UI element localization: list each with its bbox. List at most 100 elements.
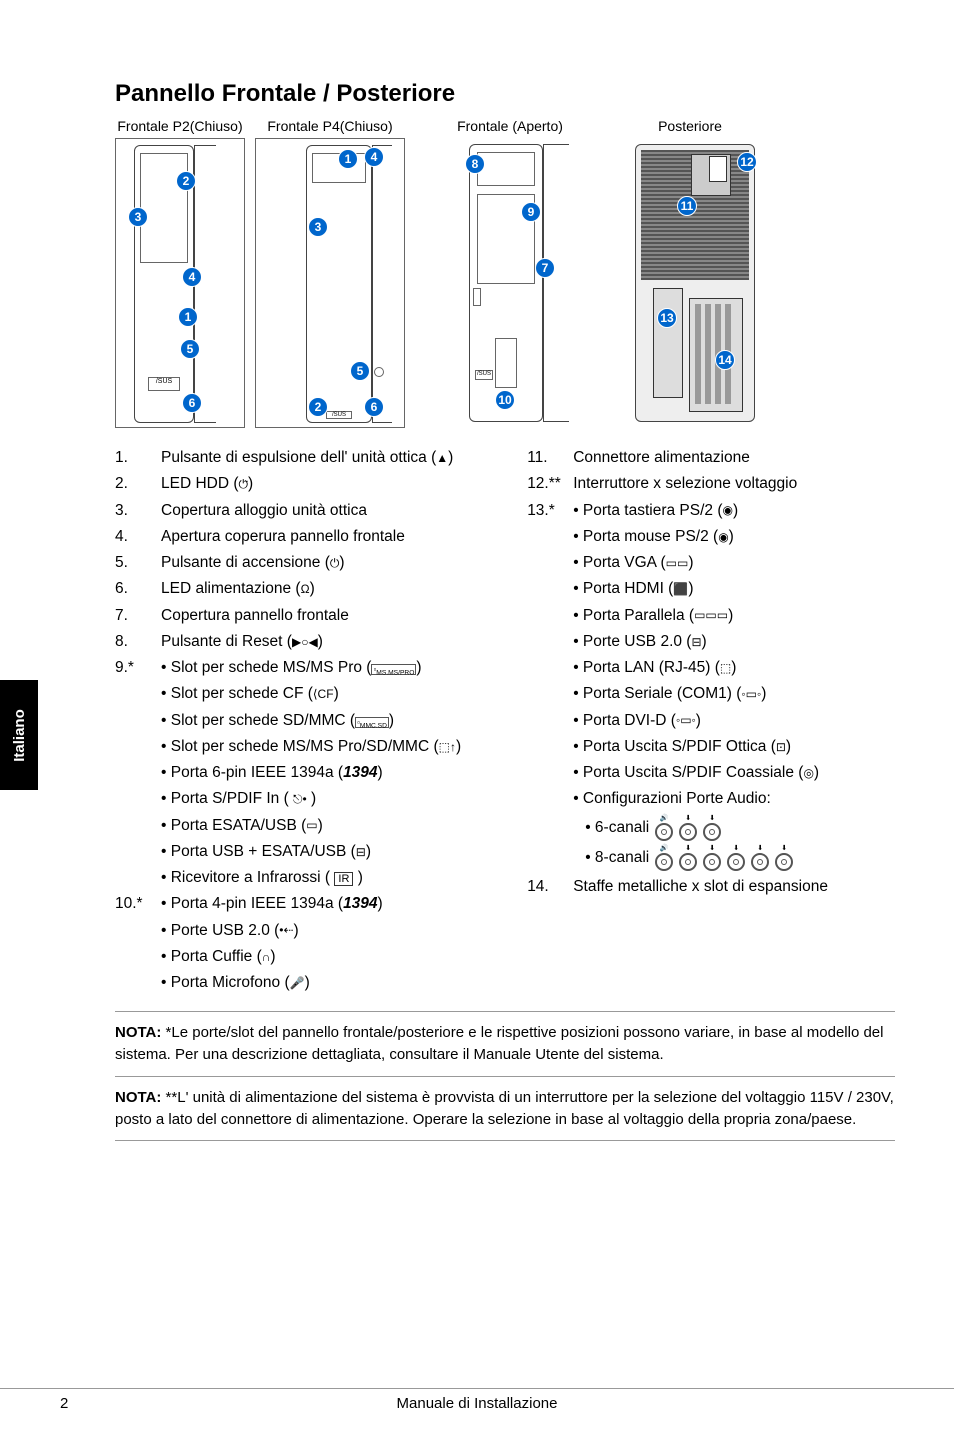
list-sub-item: • Porta VGA (▭▭) [527,551,895,574]
list-sub-item: • Ricevitore a Infrarossi ( IR ) [115,866,501,889]
audio-8-channel: • 8-canali 🔊 ⬇ ⬇ ⬇ ⬇ ⬇ [527,845,895,871]
item-number: 12.** [527,472,561,495]
list-item: 13.* • Porta tastiera PS/2 (◉) [527,499,895,522]
list-item: 11.Connettore alimentazione [527,446,895,469]
item-text: Interruttore x selezione voltaggio [573,472,895,495]
item-text: Copertura pannello frontale [161,604,501,627]
item-number: 10.* [115,892,149,915]
list-sub-item: • Porte USB 2.0 (•⇠) [115,919,501,942]
item-text: • Porta tastiera PS/2 (◉) [573,499,895,522]
callout-dot: 1 [338,149,358,169]
list-sub-item: • Slot per schede MS/MS Pro/SD/MMC (⬚↑) [115,735,501,758]
list-item: 2. LED HDD (⏻̈) [115,472,501,495]
callout-dot: 10 [495,390,515,410]
list-item: 10.* • Porta 4-pin IEEE 1394a (1394) [115,892,501,915]
diagram-front-open: Frontale (Aperto) /SUS 8 9 7 10 [435,118,585,428]
list-sub-item: • Porta S/PDIF In ( ⎋• ) [115,787,501,810]
diagram-row: Frontale P2(Chiuso) /SUS 2 3 4 1 5 6 Fro… [115,118,895,428]
diagram-rear: Posteriore 12 11 13 14 [615,118,765,428]
diagram-box: /SUS 8 9 7 10 [435,138,585,428]
callout-dot: 5 [180,339,200,359]
callout-dot: 2 [308,397,328,417]
callout-dot: 2 [176,171,196,191]
item-number: 5. [115,551,149,574]
item-number: 8. [115,630,149,653]
list-sub-item: • Slot per schede CF (⟨CF) [115,682,501,705]
list-item: 8.Pulsante di Reset (▶○◀) [115,630,501,653]
callout-dot: 11 [677,196,697,216]
item-text: Pulsante di accensione (⏻) [161,551,501,574]
diagram-box: /SUS 1 4 3 5 2 6 [255,138,405,428]
page-content: Pannello Frontale / Posteriore Frontale … [115,80,895,1141]
item-text: Apertura coperura pannello frontale [161,525,501,548]
list-item: 14. Staffe metalliche x slot di espansio… [527,875,895,898]
list-sub-item: • Porta ESATA/USB (▭) [115,814,501,837]
item-text: LED HDD (⏻̈) [161,472,501,495]
diagram-label: Posteriore [658,118,722,134]
callout-dot: 13 [657,308,677,328]
item-text: LED alimentazione (Ω) [161,577,501,600]
list-sub-item: • Porta Seriale (COM1) (◦▭◦) [527,682,895,705]
audio-6-channel: • 6-canali 🔊 ⬇ ⬇ [527,815,895,841]
list-sub-item: • Configurazioni Porte Audio: [527,787,895,810]
callout-dot: 5 [350,361,370,381]
diagram-box: 12 11 13 14 [615,138,765,428]
item-number: 7. [115,604,149,627]
callout-dot: 9 [521,202,541,222]
diagram-label: Frontale P4(Chiuso) [267,118,392,134]
list-sub-item: • Porta DVI-D (◦▭◦) [527,709,895,732]
callout-dot: 3 [128,207,148,227]
list-item: 3.Copertura alloggio unità ottica [115,499,501,522]
diagram-front-p4: Frontale P4(Chiuso) /SUS 1 4 3 5 2 6 [255,118,405,428]
list-sub-item: • Porta LAN (RJ-45) (⬚) [527,656,895,679]
item-number: 13.* [527,499,561,522]
right-column: 11.Connettore alimentazione 12.** Interrut… [527,446,895,997]
callout-dot: 1 [178,307,198,327]
item-number: 4. [115,525,149,548]
list-sub-item: • Porta Uscita S/PDIF Ottica (⊡) [527,735,895,758]
item-text: Pulsante di espulsione dell' unità ottic… [161,446,501,469]
list-item: 12.** Interruttore x selezione voltaggio [527,472,895,495]
callout-dot: 6 [364,397,384,417]
list-sub-item: • Porta Uscita S/PDIF Coassiale (◎) [527,761,895,784]
item-text: Copertura alloggio unità ottica [161,499,501,522]
callout-dot: 8 [465,154,485,174]
diagram-label: Frontale (Aperto) [457,118,563,134]
callout-dot: 3 [308,217,328,237]
list-item: 9.* • Slot per schede MS/MS Pro (▫MS.MS/… [115,656,501,679]
list-sub-item: • Porta HDMI (⬛) [527,577,895,600]
item-number: 9.* [115,656,149,679]
item-text: • Porta 4-pin IEEE 1394a (1394) [161,892,501,915]
callout-dot: 14 [715,350,735,370]
left-column: 1.Pulsante di espulsione dell' unità ott… [115,446,501,997]
callout-dot: 12 [737,152,757,172]
item-number: 2. [115,472,149,495]
page-title: Pannello Frontale / Posteriore [115,80,895,108]
callout-dot: 6 [182,393,202,413]
diagram-box: /SUS 2 3 4 1 5 6 [115,138,245,428]
list-item: 7. Copertura pannello frontale [115,604,501,627]
list-sub-item: • Porta Parallela (▭▭▭) [527,604,895,627]
list-item: 5. Pulsante di accensione (⏻) [115,551,501,574]
list-sub-item: • Porta Cuffie (∩) [115,945,501,968]
item-number: 6. [115,577,149,600]
language-tab-text: Italiano [11,709,28,762]
list-item: 1.Pulsante di espulsione dell' unità ott… [115,446,501,469]
item-text: Staffe metalliche x slot di espansione [573,875,895,898]
item-number: 14. [527,875,561,898]
feature-columns: 1.Pulsante di espulsione dell' unità ott… [115,446,895,997]
diagram-label: Frontale P2(Chiuso) [117,118,242,134]
callout-dot: 4 [182,267,202,287]
list-item: 4. Apertura coperura pannello frontale [115,525,501,548]
note-2: NOTA: **L' unità di alimentazione del si… [115,1076,895,1142]
footer-title: Manuale di Installazione [0,1395,954,1412]
callout-dot: 4 [364,147,384,167]
list-sub-item: • Porta USB + ESATA/USB (⊟) [115,840,501,863]
item-number: 11. [527,446,561,469]
list-item: 6. LED alimentazione (Ω) [115,577,501,600]
item-text: • Slot per schede MS/MS Pro (▫MS.MS/PRO) [161,656,501,679]
language-tab: Italiano [0,680,38,790]
list-sub-item: • Porta 6-pin IEEE 1394a (1394) [115,761,501,784]
page-footer: 2 Manuale di Installazione [0,1388,954,1414]
list-sub-item: • Porte USB 2.0 (⊟) [527,630,895,653]
